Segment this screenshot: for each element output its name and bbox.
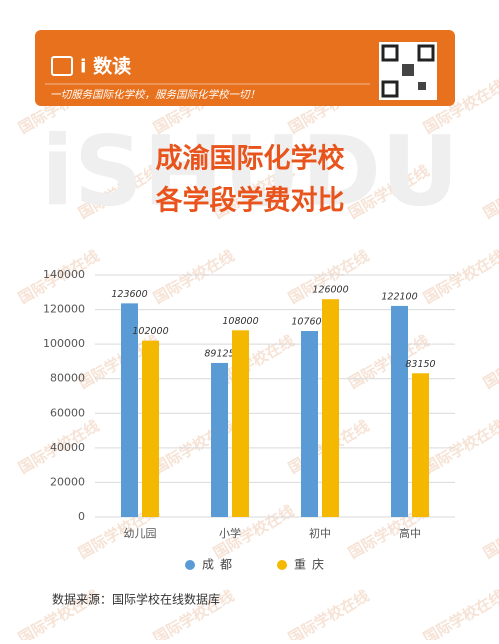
logo-text: i 数读 [80,55,131,78]
x-tick-label: 小学 [219,526,241,540]
watermark: 国际学校在线 [420,587,499,640]
source: 数据来源：国际学校在线数据库 [52,592,220,607]
slogan: 一切服务国际化学校，服务国际化学校一切！ [50,89,260,101]
bar [322,299,339,517]
watermark: 国际学校在线 [285,587,372,640]
watermark: 国际学校在线 [420,417,499,478]
watermark: 国际学校在线 [480,332,499,393]
legend-swatch [277,560,287,570]
y-tick-label: 80000 [50,372,85,385]
y-tick-label: 140000 [43,268,85,281]
header-banner [35,30,455,106]
legend-label: 成都 [202,558,238,572]
bar [301,331,318,517]
data-label: 102000 [132,326,168,337]
y-tick-label: 100000 [43,337,85,350]
background-text: iSHUDU [41,115,459,227]
bar [412,373,429,517]
bar [142,340,159,517]
title-line: 各学段学费对比 [155,185,345,217]
watermark: 国际学校在线 [150,247,237,308]
legend-swatch [185,560,195,570]
x-tick-label: 幼儿园 [124,527,157,540]
y-tick-label: 120000 [43,303,85,316]
data-label: 122100 [381,291,417,302]
watermark: 国际学校在线 [420,247,499,308]
data-label: 83150 [405,359,435,370]
watermark: 国际学校在线 [480,502,499,563]
data-label: 107600 [291,317,327,328]
bar [211,362,228,517]
y-tick-label: 0 [78,510,85,523]
x-tick-label: 初中 [309,526,331,540]
bar [232,330,249,517]
chart: 0 20000 40000 60000 80000 100000 120000 140000 幼… [43,268,455,572]
data-label: 89125 [204,348,234,359]
legend-label: 重庆 [294,558,330,572]
bar [391,305,408,517]
watermark: 国际学校在线 [285,247,372,308]
y-tick-label: 20000 [50,475,85,488]
logo-icon [51,56,73,76]
data-label: 108000 [222,316,258,327]
data-label: 126000 [312,285,348,296]
title-line: 成渝国际化学校 [156,143,345,175]
y-tick-label: 40000 [50,441,85,454]
x-tick-label: 高中 [399,526,421,540]
data-label: 123600 [111,289,147,300]
bar [121,303,138,517]
y-tick-label: 60000 [50,406,85,419]
qr-code [379,42,437,100]
watermark: 国际学校在线 [480,162,499,223]
